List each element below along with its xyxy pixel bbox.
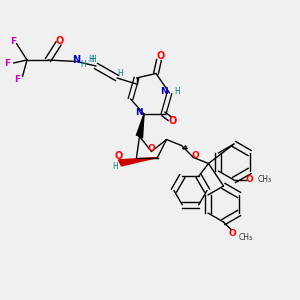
Polygon shape <box>136 114 144 138</box>
Text: N: N <box>135 108 142 117</box>
Text: O: O <box>156 50 164 61</box>
Text: F: F <box>4 58 10 68</box>
Text: H: H <box>88 55 94 64</box>
Text: O: O <box>114 151 123 161</box>
Polygon shape <box>118 158 158 166</box>
Text: H: H <box>117 69 123 78</box>
Text: O: O <box>229 229 236 238</box>
Text: O: O <box>168 116 177 127</box>
Text: H: H <box>174 87 180 96</box>
Text: O: O <box>56 35 64 46</box>
Text: O: O <box>148 144 155 153</box>
Text: N: N <box>72 55 81 65</box>
Text: H: H <box>90 56 96 64</box>
Text: O: O <box>245 176 253 184</box>
Text: O: O <box>191 152 199 160</box>
Text: F: F <box>14 75 20 84</box>
Text: CH₃: CH₃ <box>258 176 272 184</box>
Text: N: N <box>160 87 168 96</box>
Text: H: H <box>112 162 118 171</box>
Text: CH₃: CH₃ <box>239 232 253 242</box>
Text: F: F <box>11 37 16 46</box>
Text: H: H <box>80 60 86 69</box>
